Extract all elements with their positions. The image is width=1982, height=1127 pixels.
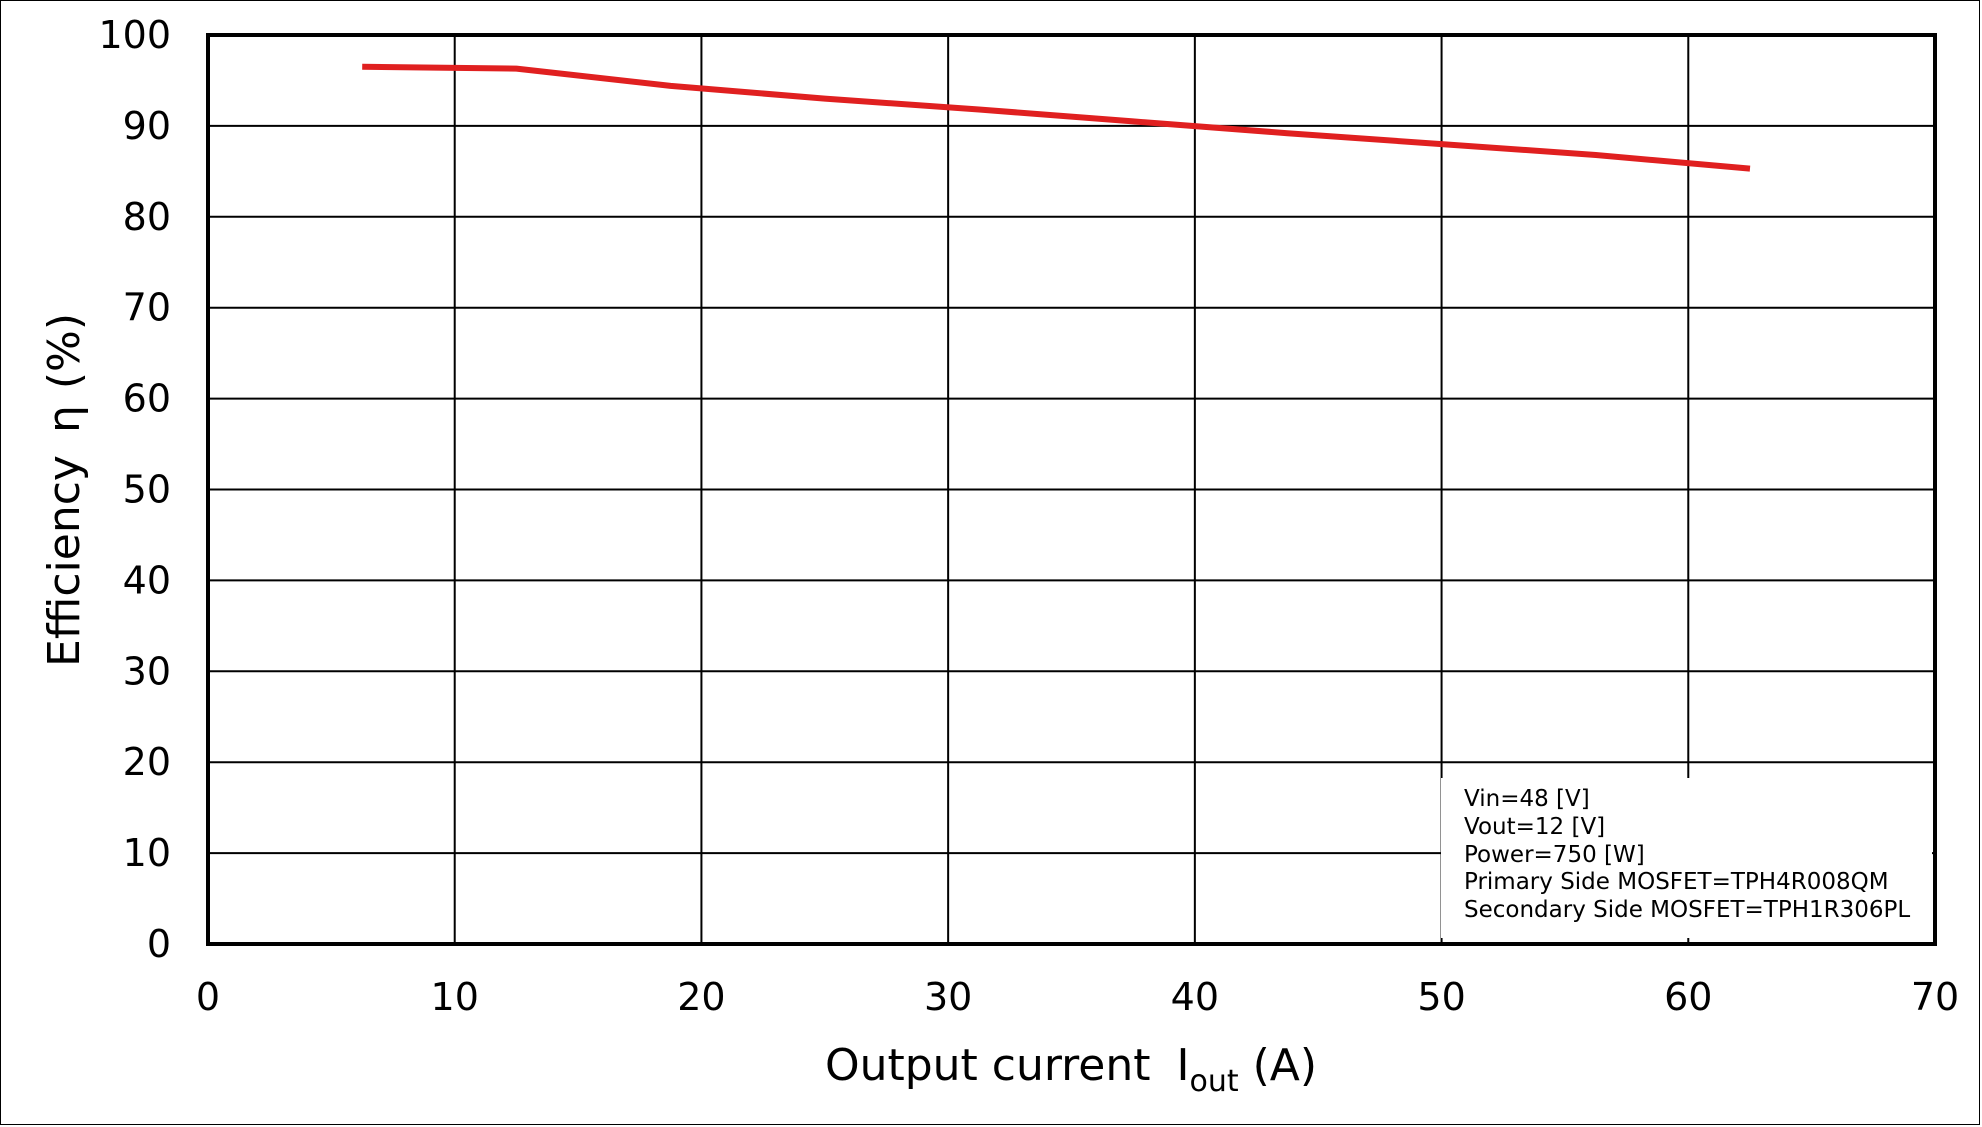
y-tick-label: 40: [123, 558, 171, 602]
x-tick-label: 70: [1911, 975, 1959, 1019]
y-tick-label: 0: [147, 922, 171, 966]
plot-area-border: [206, 33, 1937, 946]
efficiency-series-line: [362, 63, 1751, 172]
annotation-line-vin: Vin=48 [V]: [1464, 786, 1590, 812]
y-tick-labels: 0 10 20 30 40 50 60 70 80 90 100: [98, 13, 171, 966]
y-tick-label: 30: [123, 649, 171, 693]
x-tick-label: 20: [677, 975, 725, 1019]
y-tick-label: 100: [98, 13, 171, 57]
x-tick-label: 50: [1417, 975, 1465, 1019]
series-layer: [362, 63, 1751, 172]
y-tick-label: 10: [123, 831, 171, 875]
y-axis-title: Efficiencyη(%): [39, 313, 90, 667]
x-axis-title: Output current Iout (A): [825, 1040, 1317, 1099]
annotation-line-secondary-mosfet: Secondary Side MOSFET=TPH1R306PL: [1464, 897, 1910, 923]
y-tick-label: 50: [123, 468, 171, 512]
annotation-line-vout: Vout=12 [V]: [1464, 814, 1605, 840]
annotation-line-primary-mosfet: Primary Side MOSFET=TPH4R008QM: [1464, 869, 1889, 895]
y-tick-label: 70: [123, 286, 171, 330]
y-tick-label: 20: [123, 740, 171, 784]
y-tick-label: 80: [123, 195, 171, 239]
x-tick-label: 10: [431, 975, 479, 1019]
y-tick-label: 60: [123, 377, 171, 421]
x-tick-label: 60: [1664, 975, 1712, 1019]
annotation-box: Vin=48 [V] Vout=12 [V] Power=750 [W] Pri…: [1441, 778, 1932, 938]
x-tick-labels: 0 10 20 30 40 50 60 70: [196, 975, 1959, 1019]
annotation-line-power: Power=750 [W]: [1464, 842, 1645, 868]
annotation-background: [1441, 778, 1932, 938]
y-tick-label: 90: [123, 104, 171, 148]
x-tick-label: 30: [924, 975, 972, 1019]
x-tick-label: 40: [1171, 975, 1219, 1019]
x-tick-label: 0: [196, 975, 220, 1019]
